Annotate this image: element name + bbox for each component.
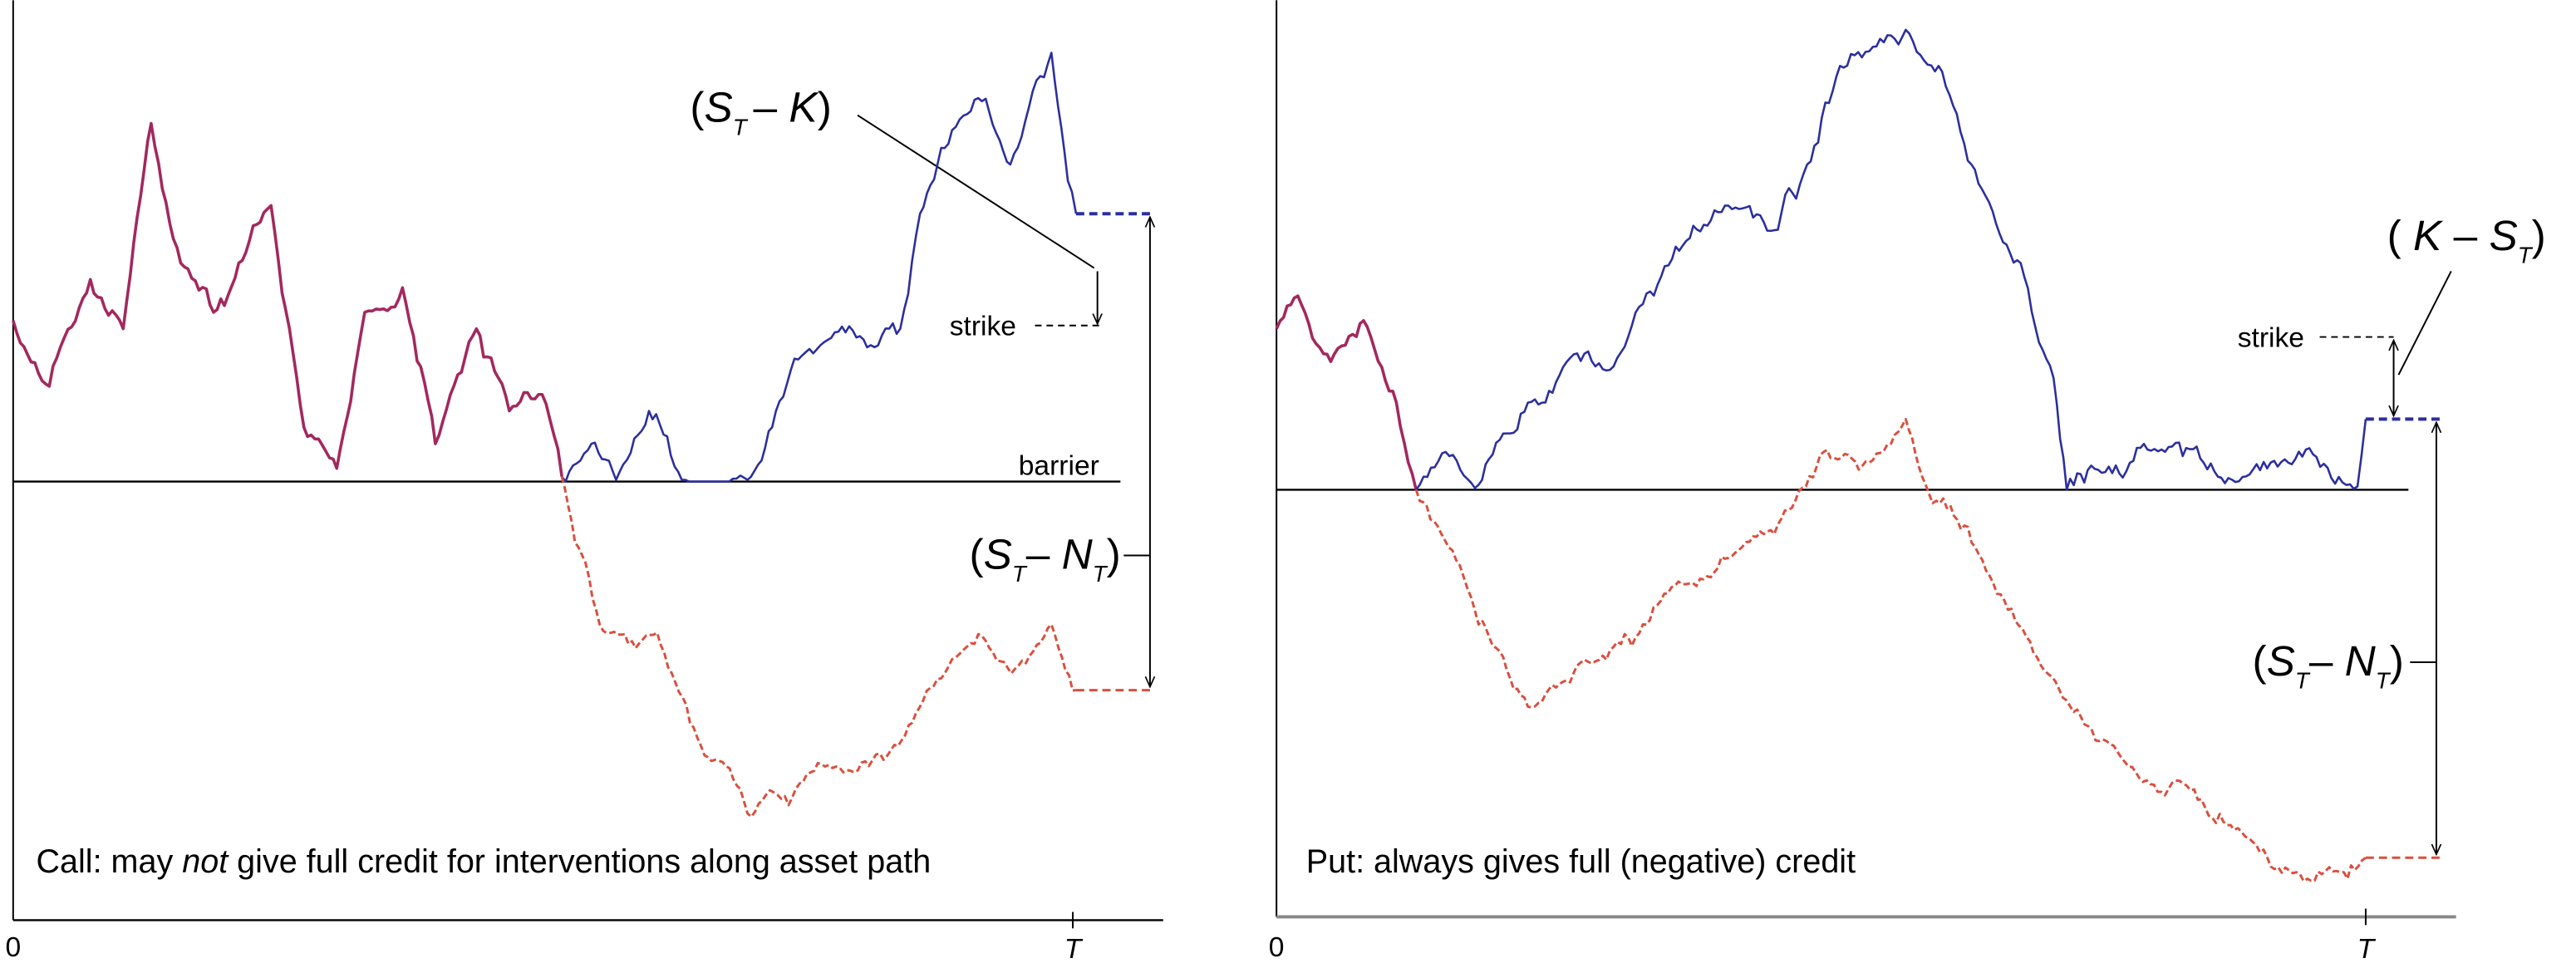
payoff-label: (ST – K)	[690, 83, 831, 140]
call-panel: 0 T barrier strike (ST – K) (ST– NT) Call…	[5, 0, 1163, 965]
asset-path	[1275, 294, 1418, 490]
axis-label: 0	[5, 932, 21, 963]
barrier-label: barrier	[1019, 451, 1099, 482]
spread-label: (ST– NT)	[2253, 636, 2404, 694]
axis-label: T	[1064, 934, 1084, 965]
payoff-label: ( K – ST)	[2387, 211, 2546, 268]
intervened-path	[1414, 417, 2367, 883]
pointer	[857, 114, 1095, 269]
asset-path	[12, 121, 563, 477]
spread-label: (ST– NT)	[969, 529, 1120, 587]
asset-path	[1415, 28, 2367, 491]
strike-label: strike	[2238, 322, 2304, 353]
caption: Put: always gives full (negative) credit	[1306, 843, 1856, 880]
put-panel: 0 T strike ( K – ST) (ST– NT) Put: alway…	[1269, 0, 2546, 965]
pointer	[2397, 271, 2452, 376]
asset-path	[561, 52, 1078, 483]
strike-label: strike	[950, 312, 1016, 342]
intervened-path	[560, 476, 1077, 818]
caption: Call: may not give full credit for inter…	[36, 843, 931, 880]
axis-label: 0	[1269, 932, 1285, 963]
axis-label: T	[2357, 934, 2377, 965]
